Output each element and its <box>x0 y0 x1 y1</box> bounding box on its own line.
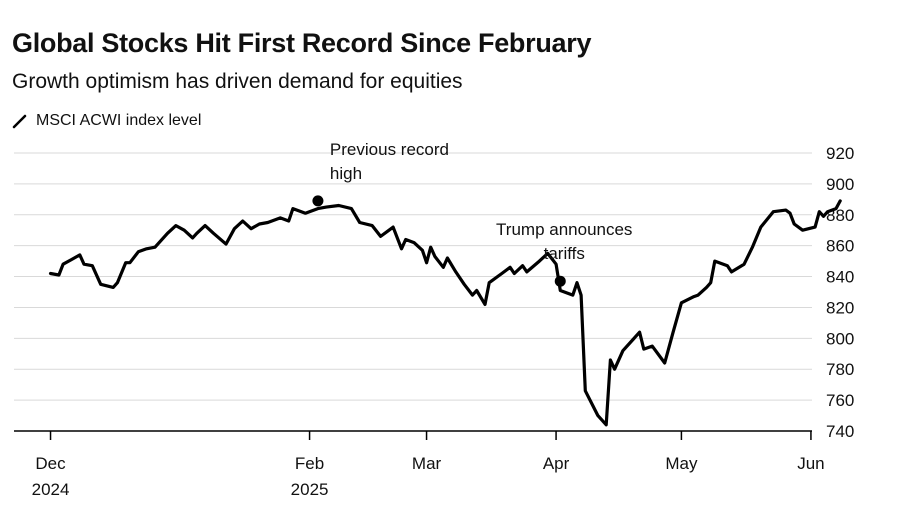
y-tick-label: 920 <box>826 144 854 163</box>
y-tick-label: 800 <box>826 329 854 348</box>
gridlines <box>14 152 812 401</box>
x-tick-label: May <box>665 454 698 473</box>
x-tick-label: Jun <box>797 454 824 473</box>
annotation-marker <box>312 195 324 207</box>
y-tick-label: 740 <box>826 422 854 441</box>
x-tick-label: Feb <box>295 454 324 473</box>
y-tick-label: 760 <box>826 391 854 410</box>
chart-title: Global Stocks Hit First Record Since Feb… <box>12 28 592 58</box>
x-tick-label: Apr <box>543 454 570 473</box>
y-axis: 740 760 780 800 820 840 860 880 900 920 <box>826 144 854 441</box>
annotation-marker <box>554 275 566 287</box>
legend-line-icon <box>12 113 28 129</box>
y-tick-label: 820 <box>826 298 854 317</box>
x-tick-label: Mar <box>412 454 442 473</box>
annotation-label: Trump announces <box>496 220 632 239</box>
annotation-label: tariffs <box>544 244 585 263</box>
annotation-layer: Previous record high Trump announces tariff… <box>312 140 632 287</box>
x-tick-year-label: 2025 <box>291 480 329 499</box>
x-tick-label: Dec <box>35 454 66 473</box>
y-tick-label: 780 <box>826 360 854 379</box>
y-tick-label: 900 <box>826 175 854 194</box>
x-axis: Dec 2024 Feb 2025 Mar Apr May Jun <box>14 430 825 499</box>
y-tick-label: 860 <box>826 237 854 256</box>
y-tick-label: 840 <box>826 268 854 287</box>
annotation-label: Previous record <box>330 140 449 159</box>
annotation-label: high <box>330 164 362 183</box>
chart-subtitle: Growth optimism has driven demand for eq… <box>12 70 463 93</box>
legend-label: MSCI ACWI index level <box>36 112 202 129</box>
series-line-msci-acwi <box>48 199 842 427</box>
chart-legend: MSCI ACWI index level <box>12 112 201 130</box>
y-tick-label: 880 <box>826 206 854 225</box>
x-tick-year-label: 2024 <box>32 480 70 499</box>
series-layer <box>48 199 842 427</box>
